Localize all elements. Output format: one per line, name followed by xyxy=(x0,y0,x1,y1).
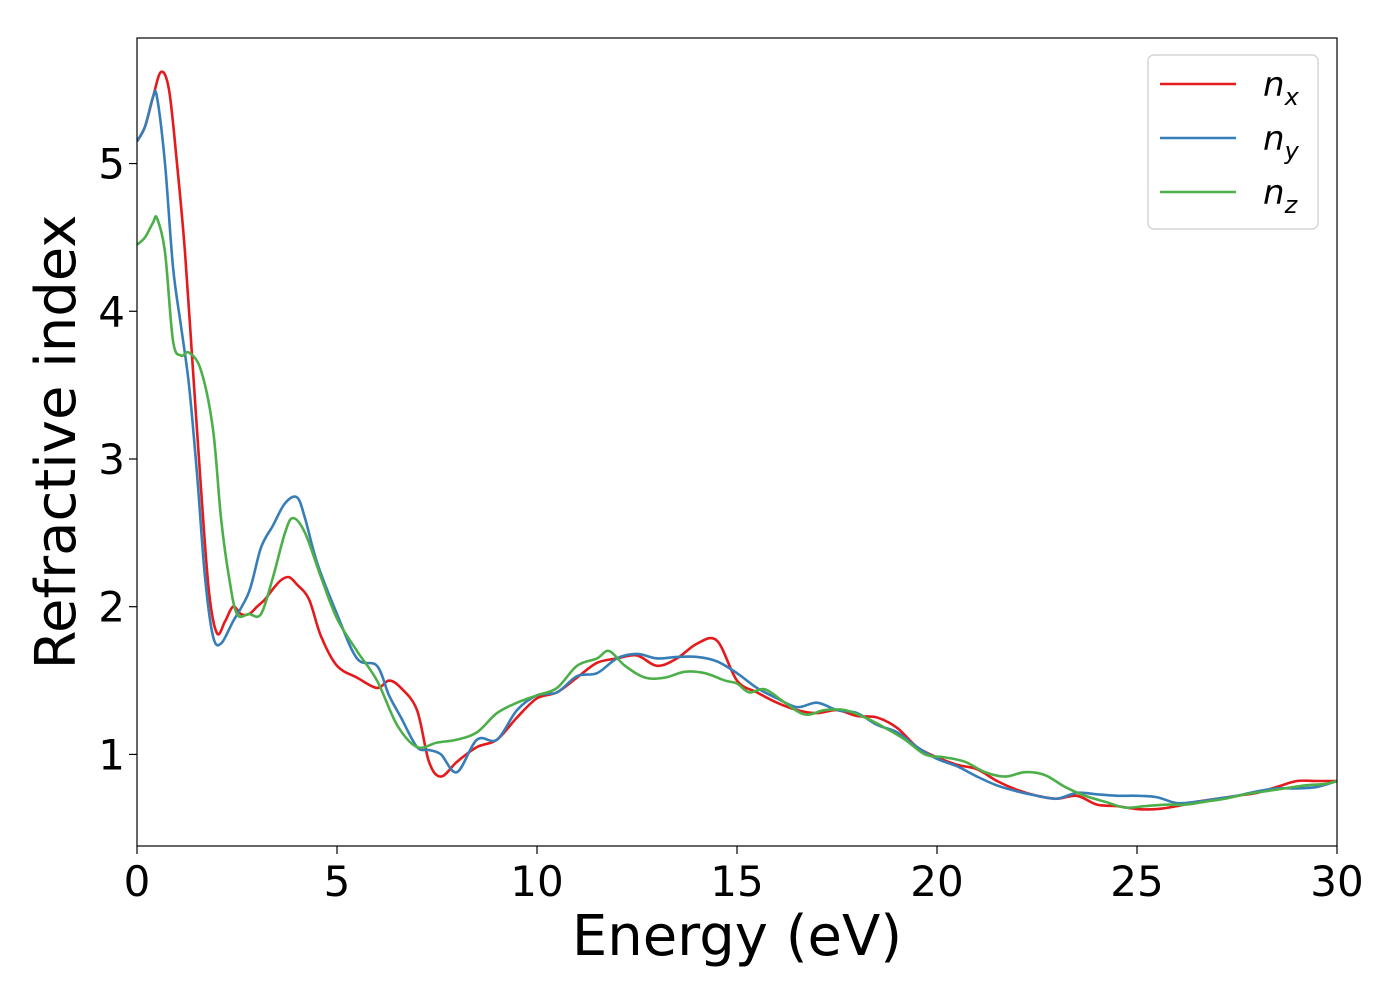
x-tick-label: 5 xyxy=(324,857,351,906)
x-tick-label: 10 xyxy=(510,857,563,906)
y-axis-title: Refractive index xyxy=(24,215,89,670)
y-tick-label: 3 xyxy=(98,435,125,484)
y-tick-label: 5 xyxy=(98,140,125,189)
y-tick-label: 4 xyxy=(98,287,125,336)
x-tick-label: 15 xyxy=(710,857,763,906)
y-axis-ticks: 1 2 3 4 5 xyxy=(98,140,137,779)
legend-box xyxy=(1147,54,1319,230)
x-tick-label: 25 xyxy=(1110,857,1163,906)
x-tick-label: 0 xyxy=(124,857,151,906)
legend-label: nx xyxy=(1263,65,1300,111)
series-line-n-y xyxy=(137,89,1337,805)
legend-label: ny xyxy=(1263,119,1300,165)
legend-label: nz xyxy=(1263,173,1299,219)
y-tick-label: 2 xyxy=(98,583,125,632)
x-axis-title: Energy (eV) xyxy=(572,904,902,969)
y-tick-label: 1 xyxy=(98,730,125,779)
series-layer xyxy=(137,70,1337,811)
x-axis-ticks: 0 5 10 15 20 25 30 xyxy=(124,846,1364,906)
x-tick-label: 30 xyxy=(1310,857,1363,906)
legend: nx ny nz xyxy=(1147,54,1319,230)
x-tick-label: 20 xyxy=(910,857,963,906)
series-line-n-x xyxy=(137,70,1337,811)
series-line-n-z xyxy=(137,215,1337,810)
